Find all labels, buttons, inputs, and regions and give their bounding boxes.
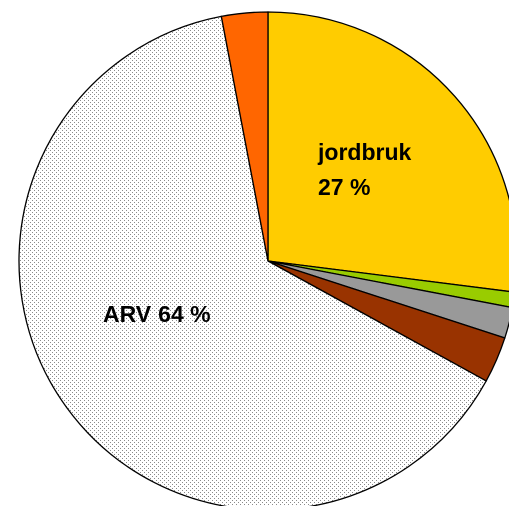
pie-slice: [267, 11, 509, 293]
slice-label: jordbruk: [317, 139, 411, 165]
slice-label-group: ARV 64 %: [103, 301, 211, 327]
slice-value-label: 27 %: [318, 174, 370, 200]
pie-slice: [220, 11, 269, 262]
pie-slice: [18, 15, 488, 506]
slice-value-label: 64 %: [158, 301, 210, 327]
slice-label: ARV: [103, 301, 152, 327]
